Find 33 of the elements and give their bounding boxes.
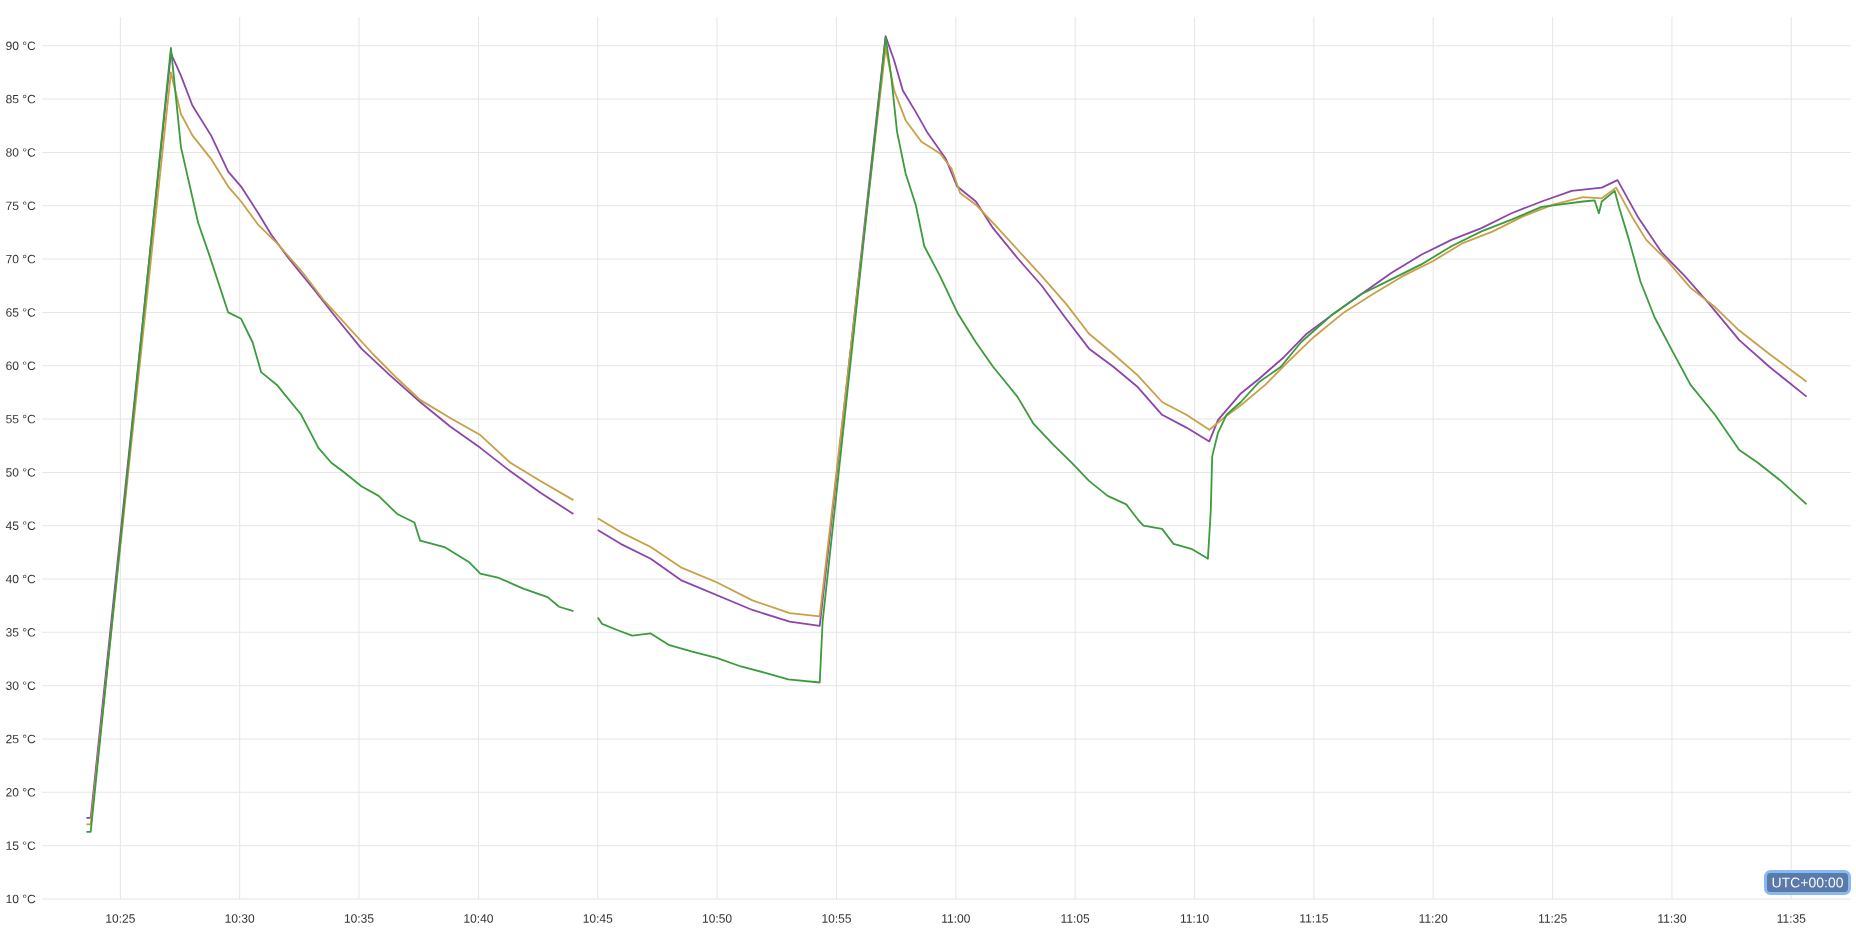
x-tick-label: 11:25 [1539,914,1567,923]
x-tick-label: 11:05 [1061,914,1090,923]
y-tick-label: 90 °C [6,41,36,51]
y-tick-label: 60 °C [6,361,36,370]
y-tick-label: 75 °C [6,201,36,211]
x-tick-label: 10:55 [822,914,852,923]
x-tick-label: 10:35 [344,914,374,923]
x-tick-label: 10:50 [702,914,732,923]
y-tick-label: 80 °C [6,148,36,157]
y-tick-label: 55 °C [6,414,36,424]
x-tick-label: 11:30 [1658,914,1687,923]
y-tick-label: 25 °C [6,734,36,744]
y-tick-label: 10 °C [6,894,36,904]
y-tick-label: 40 °C [5,574,36,584]
y-tick-label: 30 °C [6,681,36,690]
y-tick-label: 65 °C [6,308,36,317]
y-tick-label: 70 °C [6,254,36,264]
annotation: UTC+00:00 [1772,877,1843,888]
x-tick-label: 11:15 [1300,914,1328,923]
y-tick-label: 50 °C [6,468,36,477]
y-tick-label: 20 °C [6,788,36,797]
x-tick-label: 11:20 [1419,914,1448,923]
x-tick-label: 10:25 [106,914,135,923]
x-tick-label: 11:10 [1180,914,1209,923]
x-tick-label: 10:30 [225,914,255,923]
y-tick-label: 15 °C [6,841,36,850]
x-tick-label: 11:00 [942,914,970,923]
y-tick-label: 45 °C [5,521,36,530]
x-tick-label: 10:45 [583,914,613,923]
y-tick-label: 85 °C [6,94,36,104]
y-tick-label: 35 °C [6,628,36,637]
x-tick-label: 10:40 [464,914,493,923]
x-tick-label: 11:35 [1777,914,1806,923]
